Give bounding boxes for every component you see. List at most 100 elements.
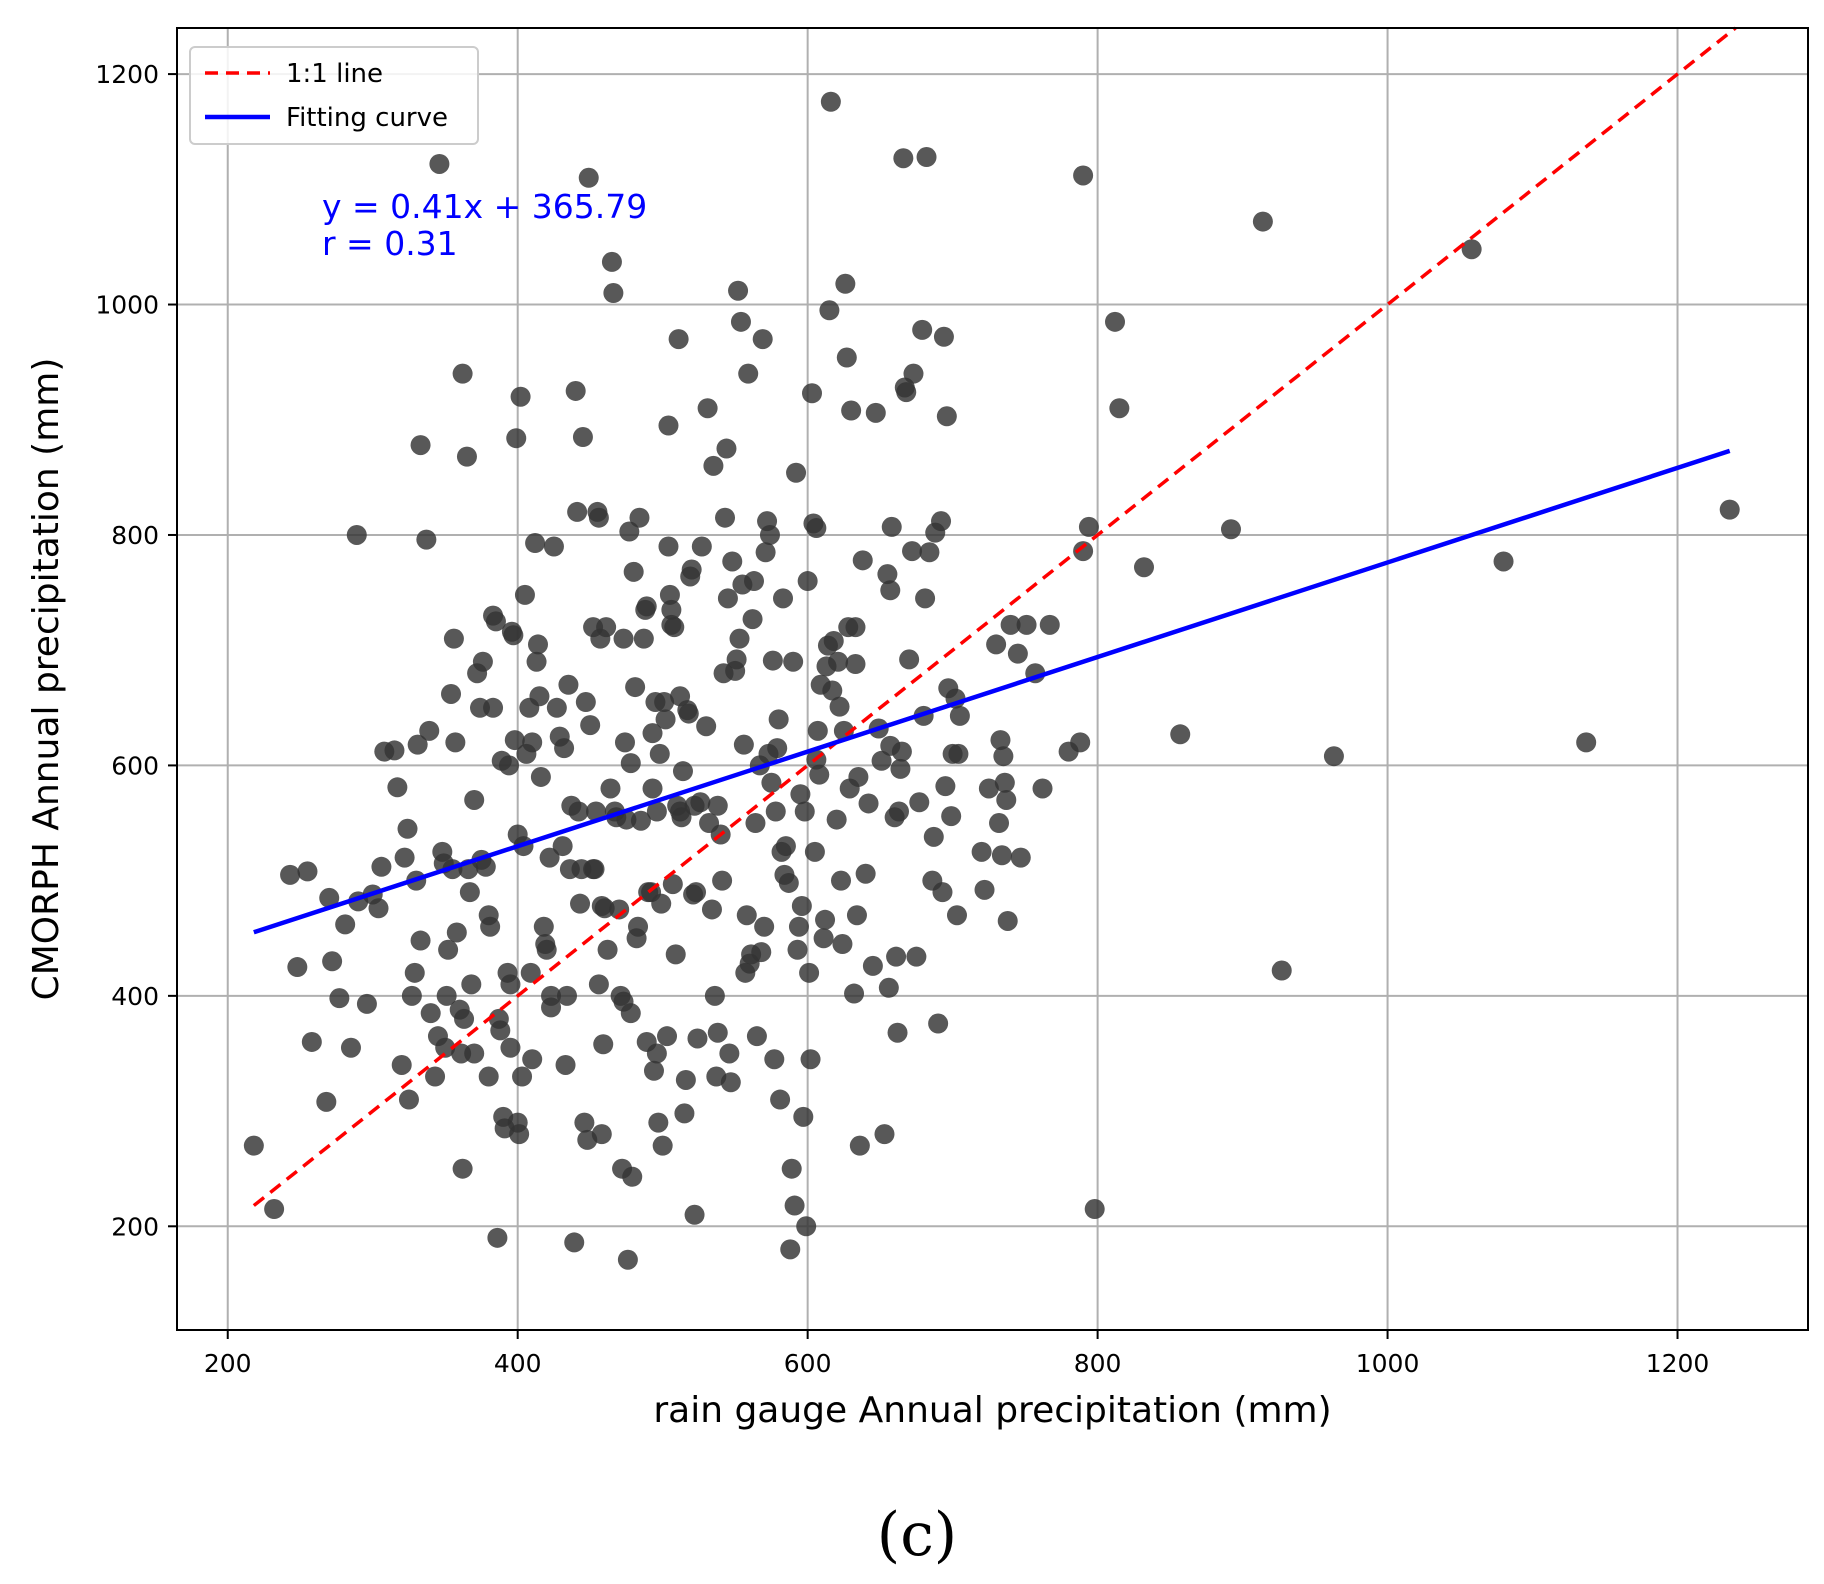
data-point [629,507,650,528]
data-point [622,1166,643,1187]
data-point [574,1112,595,1133]
data-point [726,649,747,670]
data-point [1032,778,1053,799]
data-point [658,536,679,557]
data-point [720,1072,741,1093]
data-point [997,910,1018,931]
data-point [1016,614,1037,635]
data-point [991,845,1012,866]
data-point [762,650,783,671]
data-point [888,801,909,822]
data-point [893,148,914,169]
data-point [565,380,586,401]
data-point [775,836,796,857]
data-point [435,1037,456,1058]
data-point [902,541,923,562]
data-point [877,564,898,585]
data-point [846,905,867,926]
data-point [558,674,579,695]
data-point [410,435,431,456]
data-point [881,516,902,537]
data-point [813,928,834,949]
data-point [1039,614,1060,635]
data-point [704,985,725,1006]
data-point [1719,499,1740,520]
data-point [844,983,865,1004]
legend-label-fitting-curve: Fitting curve [286,103,448,133]
y-tick-label: 200 [111,1212,159,1241]
data-point [594,898,615,919]
data-point [509,1124,530,1145]
data-point [712,870,733,891]
data-point [662,874,683,895]
data-point [722,551,743,572]
data-point [941,806,962,827]
data-point [603,283,624,304]
data-point [436,985,457,1006]
data-point [916,147,937,168]
data-point [658,415,679,436]
data-point [786,462,807,483]
data-point [659,584,680,605]
data-point [746,1026,767,1047]
data-point [619,521,640,542]
data-point [1105,311,1126,332]
data-point [878,977,899,998]
data-point [1073,165,1094,186]
x-axis-title: rain gauge Annual precipitation (mm) [653,1390,1331,1431]
data-point [665,944,686,965]
data-point [394,847,415,868]
data-point [780,1239,801,1260]
data-point [668,329,689,350]
data-point [617,1249,638,1270]
data-point [514,584,535,605]
data-point [841,400,862,421]
data-point [989,813,1010,834]
data-point [974,879,995,900]
data-point [512,1066,533,1087]
x-tick-label: 1000 [1356,1349,1420,1378]
data-point [575,692,596,713]
data-point [994,772,1015,793]
data-point [819,300,840,321]
data-point [874,1124,895,1145]
data-point [674,1103,695,1124]
data-point [701,899,722,920]
data-point [401,985,422,1006]
data-point [506,428,527,449]
data-point [1170,724,1191,745]
data-point [891,741,912,762]
data-point [636,596,657,617]
data-point [464,1043,485,1064]
data-point [684,1204,705,1225]
data-point [443,628,464,649]
data-point [556,985,577,1006]
data-point [996,789,1017,810]
data-point [522,1049,543,1070]
data-point [652,1135,673,1156]
data-point [738,363,759,384]
data-point [828,651,849,672]
data-point [687,1028,708,1049]
data-point [696,716,717,737]
data-point [335,914,356,935]
data-point [646,1043,667,1064]
data-point [319,887,340,908]
data-point [744,571,765,592]
data-point [591,1124,612,1145]
legend-box [189,46,479,145]
data-point [588,974,609,995]
data-point [655,709,676,730]
data-point [1576,732,1597,753]
data-point [529,686,550,707]
data-point [871,750,892,771]
data-point [546,697,567,718]
data-point [848,766,869,787]
data-point [903,363,924,384]
data-point [398,1089,419,1110]
data-point [1078,516,1099,537]
data-point [643,1060,664,1081]
data-point [678,703,699,724]
data-point [541,985,562,1006]
